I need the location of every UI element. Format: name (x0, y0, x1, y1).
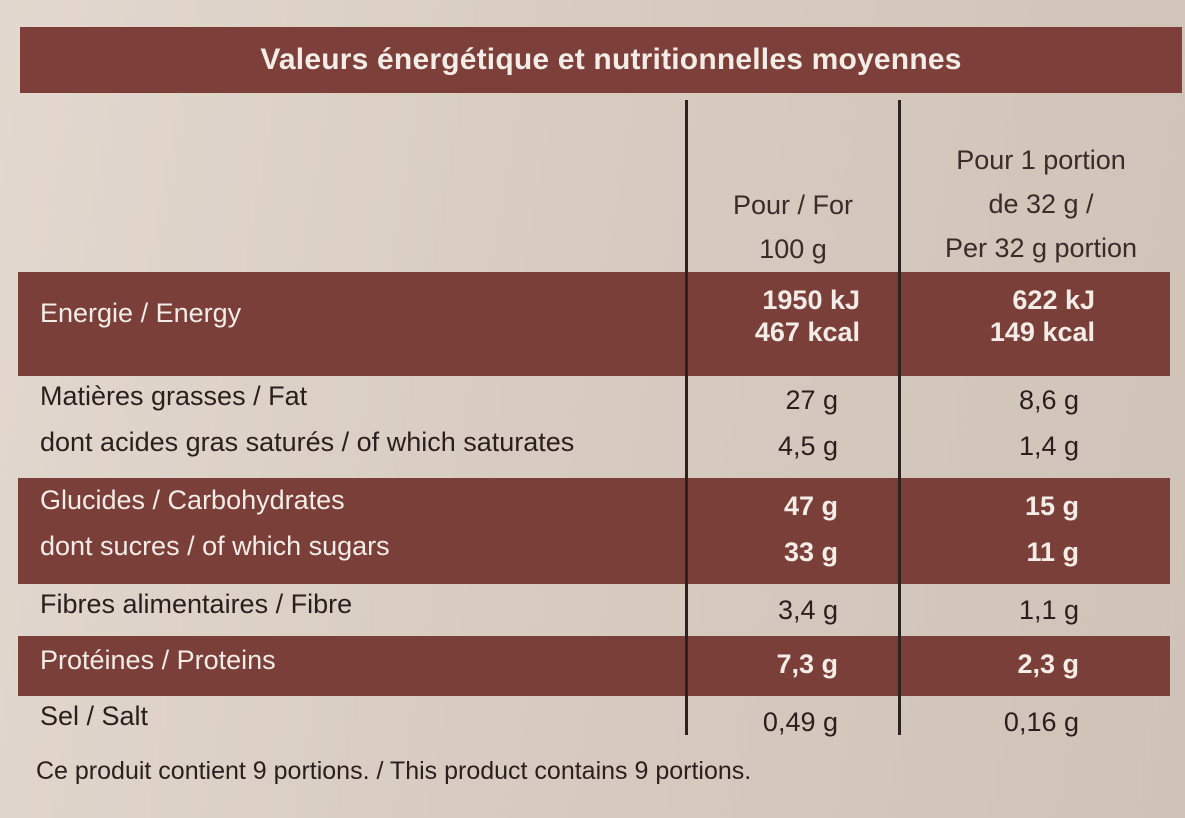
header-per-portion-line2: de 32 g / (988, 189, 1094, 219)
row-label-sugars: dont sucres / of which sugars (40, 531, 390, 561)
value-fibre-portion: 1,1 g (1018, 595, 1079, 625)
row-label-energy: Energie / Energy (40, 298, 242, 328)
divider-right (898, 100, 901, 735)
row-label-fibre: Fibres alimentaires / Fibre (40, 589, 353, 619)
portions-note: Ce produit contient 9 portions. / This p… (36, 757, 752, 785)
value-carbohydrates-per100: 47 g (783, 491, 838, 521)
value-sugars-per100: 33 g (783, 537, 838, 567)
value-proteins-portion: 2,3 g (1017, 649, 1079, 679)
header-per-100g-line2: 100 g (759, 234, 827, 264)
value-saturates-per100: 4,5 g (777, 431, 838, 461)
band-proteins (18, 636, 1170, 696)
row-label-fat: Matières grasses / Fat (40, 381, 308, 411)
value-energy-per100-kcal: 467 kcal (754, 317, 860, 348)
header-per-portion-line3: Per 32 g portion (944, 233, 1138, 263)
value-sugars-portion: 11 g (1026, 537, 1079, 567)
value-carbohydrates-portion: 15 g (1024, 491, 1079, 521)
value-energy-portion: 622 kJ 149 kcal (905, 284, 1095, 349)
value-energy-portion-kj: 622 kJ (1012, 285, 1095, 315)
divider-left (685, 100, 688, 735)
band-carbohydrates (18, 478, 1170, 584)
value-energy-per100: 1950 kJ 467 kcal (690, 284, 860, 349)
header-per-100g: Pour / For 100 g (688, 183, 898, 271)
band-energy (18, 272, 1170, 376)
value-proteins-per100: 7,3 g (776, 649, 838, 679)
value-energy-portion-kcal: 149 kcal (989, 317, 1095, 348)
value-saturates-portion: 1,4 g (1018, 431, 1079, 461)
table-title: Valeurs énergétique et nutritionnelles m… (20, 27, 1182, 93)
value-fibre-per100: 3,4 g (777, 595, 838, 625)
row-label-salt: Sel / Salt (40, 701, 149, 731)
header-per-portion-line1: Pour 1 portion (956, 145, 1126, 175)
value-salt-portion: 0,16 g (1003, 707, 1079, 737)
value-fat-per100: 27 g (785, 385, 838, 415)
header-per-portion: Pour 1 portion de 32 g / Per 32 g portio… (901, 138, 1181, 270)
value-fat-portion: 8,6 g (1018, 385, 1079, 415)
row-label-carbohydrates: Glucides / Carbohydrates (40, 485, 345, 515)
row-label-saturates: dont acides gras saturés / of which satu… (40, 427, 575, 457)
value-salt-per100: 0,49 g (762, 707, 838, 737)
value-energy-per100-kj: 1950 kJ (762, 285, 860, 315)
header-per-100g-line1: Pour / For (732, 190, 854, 220)
row-label-proteins: Protéines / Proteins (40, 645, 276, 675)
